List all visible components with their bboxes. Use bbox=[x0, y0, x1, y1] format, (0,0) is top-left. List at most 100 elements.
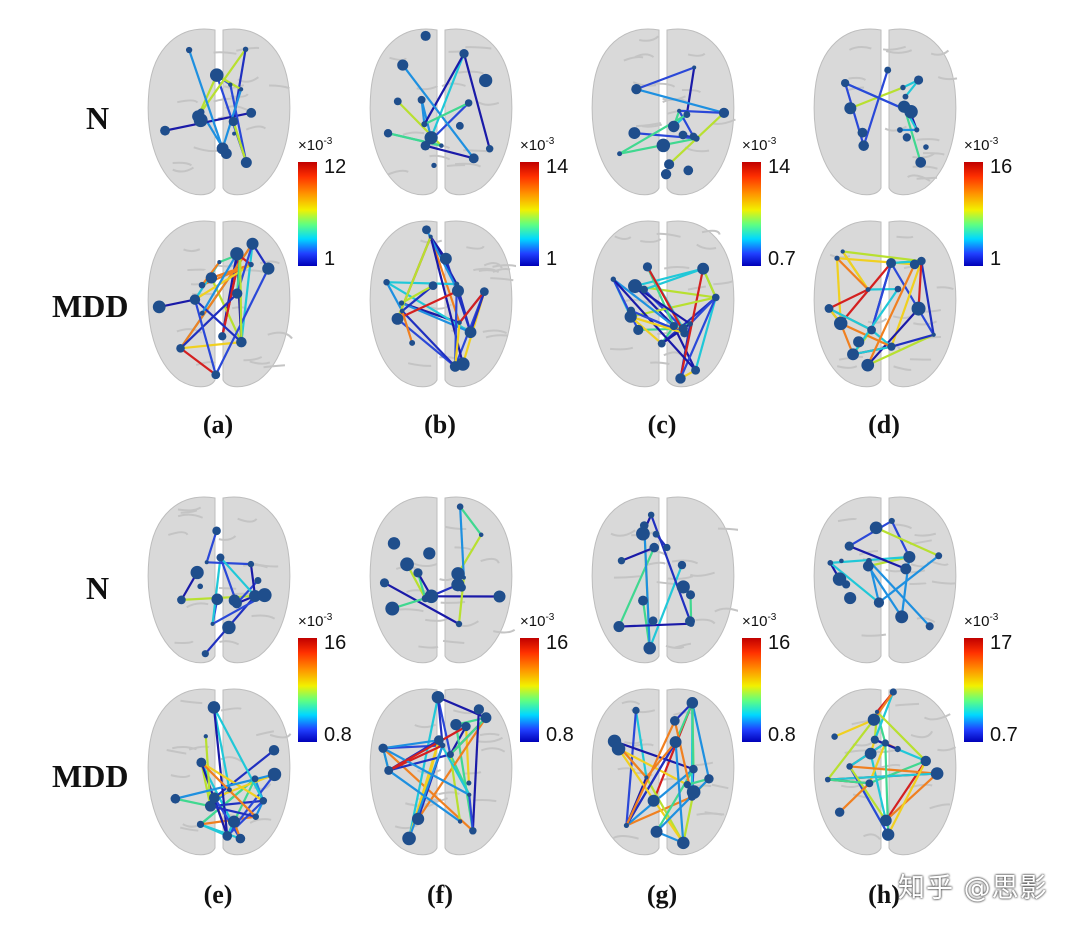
brain-node bbox=[198, 281, 206, 289]
connection-edge bbox=[459, 506, 483, 536]
brain-node bbox=[236, 336, 247, 348]
brain-gyrus bbox=[916, 616, 936, 624]
brain-gyrus bbox=[663, 266, 690, 270]
connection-edge bbox=[646, 266, 686, 334]
connection-edge bbox=[887, 760, 927, 836]
brain-node bbox=[468, 153, 479, 164]
brain-node bbox=[663, 543, 671, 552]
connection-edge bbox=[425, 144, 475, 160]
brain-node bbox=[248, 261, 254, 268]
brain-node bbox=[925, 622, 934, 631]
brain-node bbox=[431, 690, 445, 704]
brain-node bbox=[232, 288, 243, 299]
connection-edge bbox=[388, 725, 467, 772]
brain-gyrus bbox=[179, 826, 199, 832]
connection-edge bbox=[848, 765, 887, 822]
connection-edge bbox=[691, 702, 695, 770]
brain-node bbox=[207, 701, 221, 714]
brain-gyrus bbox=[424, 797, 448, 803]
brain-node bbox=[411, 812, 425, 826]
brain-node bbox=[424, 131, 438, 145]
connection-edge bbox=[201, 253, 238, 314]
connection-edge bbox=[852, 345, 892, 356]
brain-gyrus bbox=[186, 602, 209, 609]
connection-edge bbox=[866, 263, 916, 366]
brain-node bbox=[638, 595, 649, 606]
connection-edge bbox=[634, 710, 648, 778]
connection-edge bbox=[827, 778, 870, 785]
brain-node bbox=[831, 733, 838, 740]
connection-edge bbox=[175, 797, 211, 808]
brain-node bbox=[913, 75, 924, 85]
connection-edge bbox=[464, 726, 470, 784]
connection-edge bbox=[866, 307, 920, 366]
brain-node bbox=[687, 620, 695, 627]
connection-edge bbox=[200, 761, 264, 802]
brain-node bbox=[886, 258, 897, 269]
brain-node bbox=[439, 143, 444, 148]
connection-edge bbox=[386, 281, 457, 286]
brain-node bbox=[424, 589, 439, 604]
brain-node bbox=[212, 526, 221, 536]
brain-network-panel bbox=[588, 212, 738, 394]
brain-node bbox=[903, 550, 916, 564]
brain-node bbox=[420, 140, 431, 151]
brain-node bbox=[853, 336, 865, 348]
brain-node bbox=[399, 308, 405, 314]
brain-node bbox=[692, 65, 697, 70]
brain-node bbox=[652, 530, 660, 538]
brain-node bbox=[480, 712, 492, 724]
brain-node bbox=[847, 348, 859, 361]
brain-gyrus bbox=[639, 35, 660, 42]
brain-node bbox=[201, 650, 209, 658]
brain-network-panel bbox=[810, 20, 960, 202]
connection-edge bbox=[867, 333, 935, 367]
brain-node bbox=[393, 97, 402, 106]
brain-gyrus bbox=[418, 645, 439, 649]
brain-node bbox=[217, 260, 222, 265]
brain-node bbox=[378, 743, 388, 753]
brain-node bbox=[252, 813, 260, 820]
brain-node bbox=[846, 763, 853, 770]
brain-node bbox=[628, 127, 641, 140]
brain-node bbox=[920, 755, 931, 767]
brain-gyrus bbox=[223, 84, 245, 89]
brain-network-panel bbox=[810, 212, 960, 394]
brain-gyrus bbox=[253, 562, 279, 568]
brain-node bbox=[656, 138, 671, 153]
brain-gyrus bbox=[861, 633, 887, 637]
brain-gyrus bbox=[430, 303, 453, 310]
connection-edge bbox=[685, 67, 696, 115]
connection-edge bbox=[383, 581, 460, 625]
brain-gyrus bbox=[885, 49, 913, 54]
subfigure-label-e: (e) bbox=[203, 880, 233, 909]
brain-gyrus bbox=[912, 165, 938, 170]
brain-gyrus bbox=[609, 346, 634, 351]
brain-node bbox=[464, 326, 477, 339]
brain-node bbox=[685, 590, 696, 600]
brain-node bbox=[881, 739, 889, 747]
colorbar-max: 16 bbox=[768, 632, 791, 654]
row-label-n-bottom: N bbox=[86, 570, 110, 606]
brain-node bbox=[246, 237, 259, 250]
brain-gyrus bbox=[269, 84, 290, 90]
brain-network-panel bbox=[810, 488, 960, 670]
brain-node bbox=[902, 133, 911, 142]
brain-node bbox=[209, 792, 220, 804]
brain-gyrus bbox=[269, 733, 292, 739]
brain-gyrus bbox=[858, 550, 878, 556]
brain-node bbox=[199, 310, 205, 316]
brain-node bbox=[218, 332, 227, 341]
connection-edge bbox=[212, 706, 265, 802]
brain-gyrus bbox=[172, 161, 193, 167]
brain-node bbox=[246, 107, 257, 118]
brain-gyrus bbox=[440, 600, 466, 604]
colorbar-gradient bbox=[520, 638, 539, 742]
brain-node bbox=[464, 99, 473, 107]
brain-node bbox=[647, 794, 660, 807]
connection-edge bbox=[870, 262, 893, 331]
brain-gyrus bbox=[863, 833, 881, 840]
brain-node bbox=[387, 537, 401, 550]
brain-gyrus bbox=[896, 235, 914, 239]
connection-edge bbox=[891, 333, 934, 348]
